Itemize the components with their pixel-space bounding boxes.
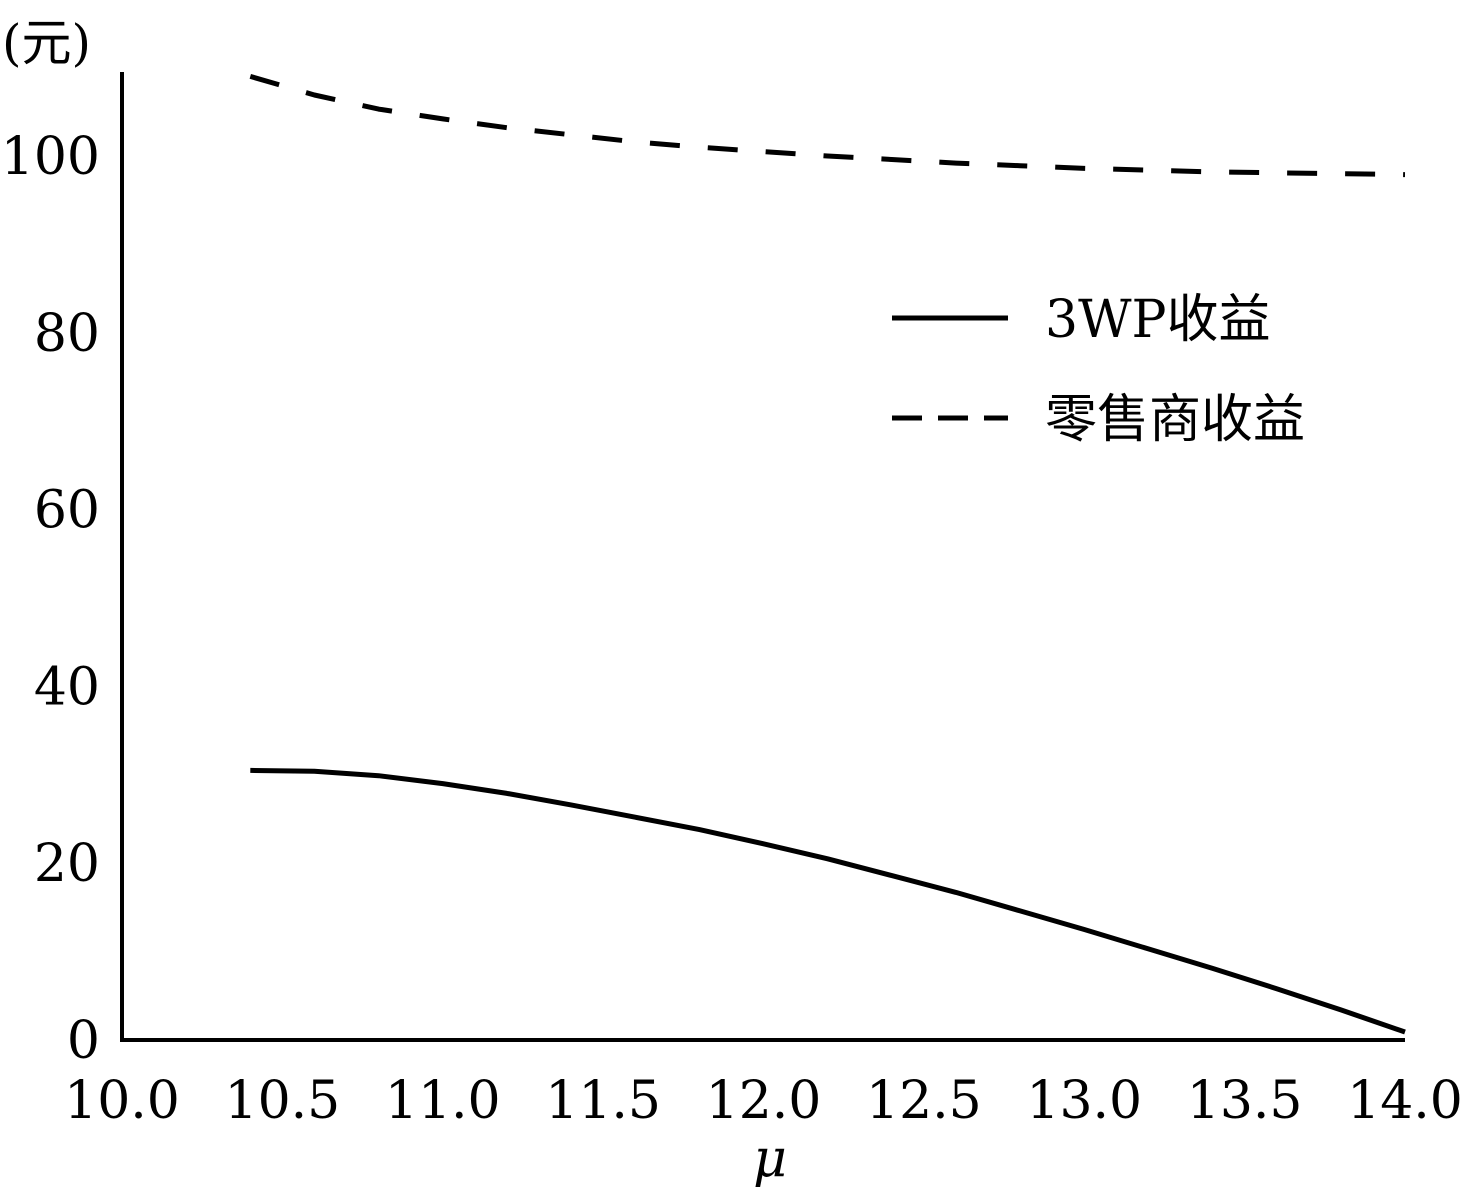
y-tick-label: 80 bbox=[34, 304, 100, 364]
x-axis-title: μ bbox=[753, 1129, 787, 1188]
x-tick-label: 13.0 bbox=[1026, 1071, 1142, 1131]
y-tick-label: 0 bbox=[67, 1011, 100, 1071]
x-tick-label: 13.5 bbox=[1187, 1071, 1303, 1131]
series-layer bbox=[249, 73, 1406, 1035]
legend: 3WP收益 零售商收益 bbox=[892, 290, 1305, 450]
series-line-retailer bbox=[249, 73, 1406, 178]
x-tick-labels: 10.0 10.5 11.0 11.5 12.0 12.5 13.0 13.5 14.0 bbox=[64, 1071, 1461, 1131]
x-tick-label: 10.5 bbox=[224, 1071, 340, 1131]
y-tick-label: 60 bbox=[34, 481, 100, 541]
x-tick-label: 12.0 bbox=[706, 1071, 822, 1131]
y-tick-labels: 0 20 40 60 80 100 bbox=[1, 127, 100, 1071]
x-tick-label: 14.0 bbox=[1347, 1071, 1461, 1131]
x-tick-label: 12.5 bbox=[866, 1071, 982, 1131]
x-tick-label: 10.0 bbox=[64, 1071, 180, 1131]
x-tick-label: 11.5 bbox=[545, 1071, 661, 1131]
x-tick-label: 11.0 bbox=[385, 1071, 501, 1131]
y-tick-label: 100 bbox=[1, 127, 100, 187]
y-tick-label: 20 bbox=[34, 834, 100, 894]
y-tick-label: 40 bbox=[34, 657, 100, 717]
series-line-3wp bbox=[250, 767, 1406, 1035]
legend-label-retailer: 零售商收益 bbox=[1045, 390, 1305, 450]
legend-label-3wp: 3WP收益 bbox=[1045, 290, 1271, 350]
y-axis-title: (元) bbox=[2, 14, 91, 72]
